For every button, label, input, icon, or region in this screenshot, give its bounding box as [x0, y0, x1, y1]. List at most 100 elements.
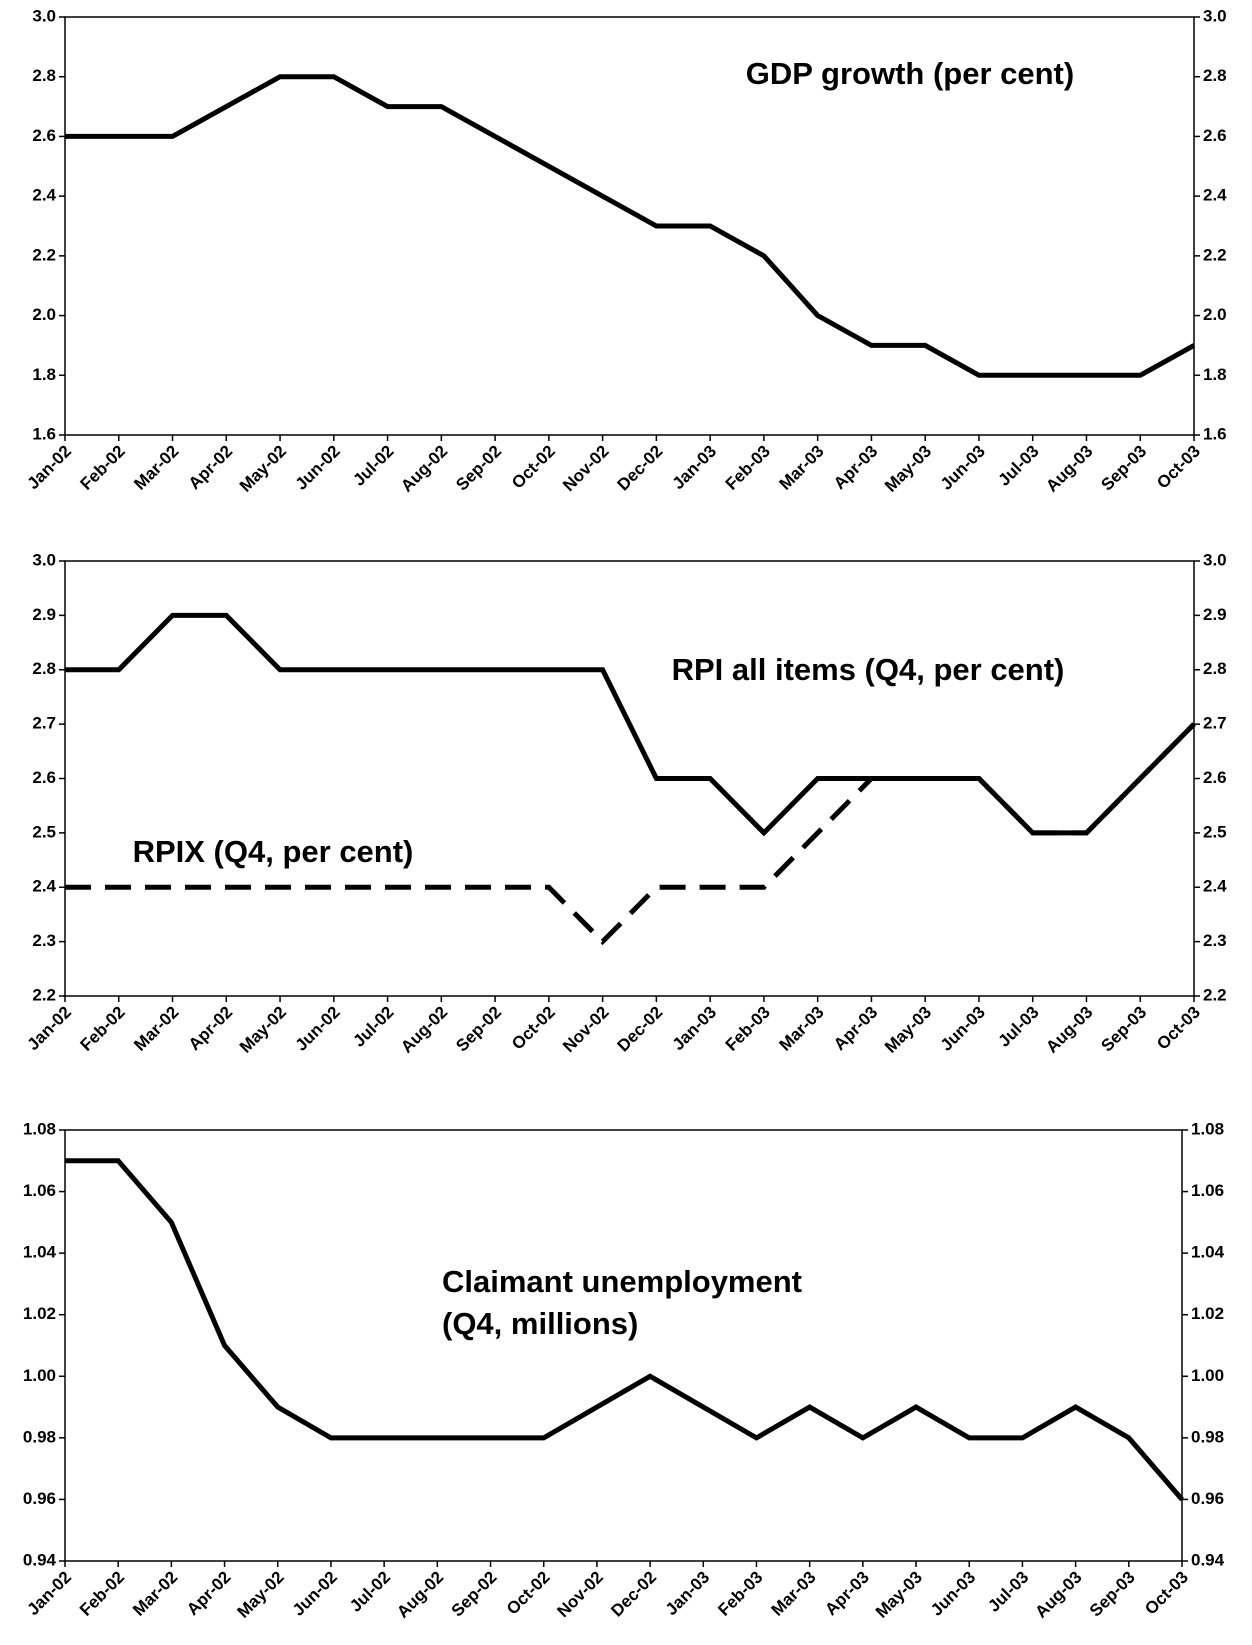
y2-tick-label: 0.98	[1191, 1427, 1224, 1446]
y2-tick-label: 2.3	[1203, 931, 1227, 950]
y-tick-label: 2.0	[32, 305, 56, 324]
x-tick-label: Sep-03	[1097, 1003, 1150, 1056]
x-tick-label: Jun-02	[292, 1003, 344, 1055]
x-tick-label: Jun-03	[927, 1568, 979, 1620]
x-tick-label: Apr-02	[183, 1568, 235, 1620]
x-tick-label: Jul-03	[984, 1568, 1032, 1616]
x-tick-label: Dec-02	[607, 1568, 660, 1621]
x-tick-label: Aug-03	[1031, 1568, 1085, 1622]
y-tick-label: 2.7	[32, 714, 56, 733]
y-tick-label: 1.06	[23, 1181, 56, 1200]
panel: 2.2 2.3 2.4 2.5 2.6 2.7 2.8 2.9 3.0 2.2 2.3 2.4 2.5 2…	[23, 550, 1227, 1056]
y2-tick-label: 2.4	[1203, 877, 1227, 896]
x-tick-label: Sep-03	[1097, 442, 1150, 495]
x-tick-label: Apr-03	[821, 1568, 873, 1620]
x-tick-label: Jan-02	[23, 1568, 75, 1620]
x-tick-label: Feb-03	[722, 442, 774, 494]
y2-tick-label: 2.8	[1203, 66, 1227, 85]
chart-title: (Q4, millions)	[442, 1306, 638, 1341]
x-tick-label: Dec-02	[614, 442, 667, 495]
x-tick-label: Feb-02	[77, 1003, 129, 1055]
y-tick-label: 2.6	[32, 126, 56, 145]
chart-title: Claimant unemployment	[442, 1264, 802, 1299]
x-tick-label: Oct-03	[1153, 1003, 1204, 1054]
x-tick-label: Feb-03	[722, 1003, 774, 1055]
x-tick-label: May-03	[881, 442, 935, 496]
y2-tick-label: 2.4	[1203, 186, 1227, 205]
data-line	[65, 74, 1196, 378]
x-tick-label: Apr-02	[185, 442, 237, 494]
panel: 1.6 1.8 2.0 2.2 2.4 2.6 2.8 3.0 1.6 1.8 2.0 2.2 2.4 2…	[23, 6, 1227, 495]
panel: 0.94 0.96 0.98 1.00 1.02 1.04 1.06 1.08 0.94 0.96…	[23, 1119, 1225, 1621]
x-tick-label: Nov-02	[559, 1003, 613, 1057]
x-tick-label: Jul-02	[346, 1568, 394, 1616]
x-tick-label: Jan-02	[23, 1003, 75, 1055]
y-tick-label: 2.3	[32, 931, 56, 950]
y2-tick-label: 1.04	[1191, 1243, 1225, 1262]
y-tick-label: 2.2	[32, 985, 56, 1004]
x-tick-label: Sep-02	[452, 1003, 505, 1056]
y-tick-label: 2.8	[32, 659, 56, 678]
y-tick-label: 1.00	[23, 1366, 56, 1385]
y2-tick-label: 1.08	[1191, 1119, 1224, 1138]
x-tick-label: Oct-02	[508, 1003, 559, 1054]
x-tick-label: Apr-03	[830, 1003, 882, 1055]
y-tick-label: 2.6	[32, 768, 56, 787]
x-tick-label: May-02	[234, 1568, 288, 1622]
y2-tick-label: 0.96	[1191, 1489, 1224, 1508]
series-label: RPIX (Q4, per cent)	[133, 834, 414, 869]
x-tick-label: Aug-02	[397, 1003, 451, 1057]
x-tick-label: Sep-02	[452, 442, 505, 495]
y-tick-label: 0.98	[23, 1427, 56, 1446]
x-tick-label: Aug-03	[1042, 1003, 1096, 1057]
y2-tick-label: 2.8	[1203, 659, 1227, 678]
x-tick-label: Sep-02	[448, 1568, 501, 1621]
data-line	[65, 722, 1196, 946]
x-tick-label: Dec-02	[614, 1003, 667, 1056]
y2-tick-label: 3.0	[1203, 6, 1227, 25]
y2-tick-label: 2.6	[1203, 126, 1227, 145]
x-tick-label: Jul-02	[349, 442, 397, 490]
y-tick-label: 2.4	[32, 186, 56, 205]
y2-tick-label: 2.2	[1203, 985, 1227, 1004]
x-tick-label: Jan-03	[662, 1568, 714, 1620]
x-tick-label: Aug-02	[397, 442, 451, 496]
series-label: RPI all items (Q4, per cent)	[672, 652, 1065, 687]
x-tick-label: Jun-02	[292, 442, 344, 494]
x-tick-label: Nov-02	[553, 1568, 607, 1622]
data-line	[65, 612, 1196, 837]
y2-tick-label: 1.6	[1203, 424, 1227, 443]
x-tick-label: Mar-02	[130, 442, 182, 494]
x-tick-label: Aug-02	[393, 1568, 447, 1622]
x-tick-label: Mar-03	[775, 1003, 827, 1055]
y-tick-label: 1.8	[32, 365, 56, 384]
x-tick-label: Jun-03	[937, 442, 989, 494]
x-tick-label: Jul-02	[349, 1003, 397, 1051]
x-tick-label: Apr-02	[185, 1003, 237, 1055]
x-tick-label: Jul-03	[995, 442, 1043, 490]
x-tick-label: Oct-03	[1141, 1568, 1192, 1619]
y2-tick-label: 2.0	[1203, 305, 1227, 324]
y2-tick-label: 1.8	[1203, 365, 1227, 384]
y2-tick-label: 2.6	[1203, 768, 1227, 787]
x-tick-label: Sep-03	[1086, 1568, 1139, 1621]
x-tick-label: Jul-03	[995, 1003, 1043, 1051]
x-tick-label: Jan-03	[669, 442, 721, 494]
x-tick-label: Oct-02	[508, 442, 559, 493]
y2-tick-label: 1.06	[1191, 1181, 1224, 1200]
y2-tick-label: 2.5	[1203, 822, 1227, 841]
data-line	[65, 1158, 1184, 1502]
y-tick-label: 2.2	[32, 245, 56, 264]
x-tick-label: Mar-02	[130, 1003, 182, 1055]
y-tick-label: 2.9	[32, 605, 56, 624]
y-tick-label: 0.96	[23, 1489, 56, 1508]
x-tick-label: Feb-03	[714, 1568, 766, 1620]
x-tick-label: Aug-03	[1042, 442, 1096, 496]
x-tick-label: Oct-02	[503, 1568, 554, 1619]
y-tick-label: 0.94	[23, 1550, 57, 1569]
y-tick-label: 1.02	[23, 1304, 56, 1323]
y2-tick-label: 1.00	[1191, 1366, 1224, 1385]
y2-tick-label: 3.0	[1203, 550, 1227, 569]
y-tick-label: 2.5	[32, 822, 56, 841]
